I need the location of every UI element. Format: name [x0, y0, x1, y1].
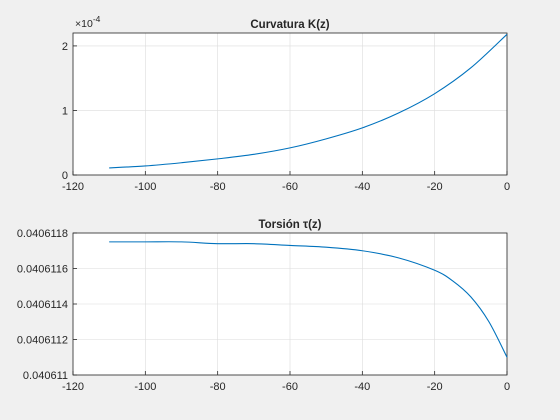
x-tick-label: -80 [210, 381, 226, 393]
x-tick-label: -120 [62, 181, 84, 193]
x-tick-label: -60 [282, 381, 298, 393]
y-tick-label: 0.0406114 [17, 299, 68, 311]
series-line [109, 241, 508, 358]
y-tick-label: 0.0406116 [17, 264, 68, 276]
x-tick-label: 0 [504, 181, 510, 193]
y-tick-label: 2 [62, 41, 68, 53]
y-tick-label: 0.0406112 [17, 335, 68, 347]
x-tick-label: -40 [354, 381, 370, 393]
x-tick-label: -120 [62, 381, 84, 393]
axes-box [72, 32, 508, 176]
x-tick-label: -40 [354, 181, 370, 193]
x-tick-label: -100 [134, 181, 156, 193]
chart-title: Torsión τ(z) [258, 219, 321, 231]
series-line [109, 33, 508, 169]
y-tick-label: 1 [62, 105, 68, 117]
x-tick-label: -20 [427, 381, 443, 393]
y-tick-label: 0.040611 [23, 370, 68, 382]
x-tick-label: -80 [210, 181, 226, 193]
x-tick-label: -20 [427, 181, 443, 193]
chart-title: Curvatura K(z) [250, 19, 329, 31]
y-tick-label: 0 [62, 170, 68, 182]
y-tick-label: 0.0406118 [17, 228, 68, 240]
y-exponent-label: ×10-4 [75, 14, 101, 30]
x-tick-label: -100 [134, 381, 156, 393]
exponent-power: -4 [93, 14, 101, 24]
x-tick-label: 0 [504, 381, 510, 393]
torsion-plot: -120 -100 -80 -60 -40 -20 0 0.040611 0.0406112 0.… [17, 219, 510, 393]
exponent-base: ×10 [75, 18, 93, 30]
axes-box [72, 232, 508, 376]
x-tick-label: -60 [282, 181, 298, 193]
curvature-plot: -120 -100 -80 -60 -40 -20 0 0 1 2 Curvatura K(z) ×1… [62, 14, 510, 193]
